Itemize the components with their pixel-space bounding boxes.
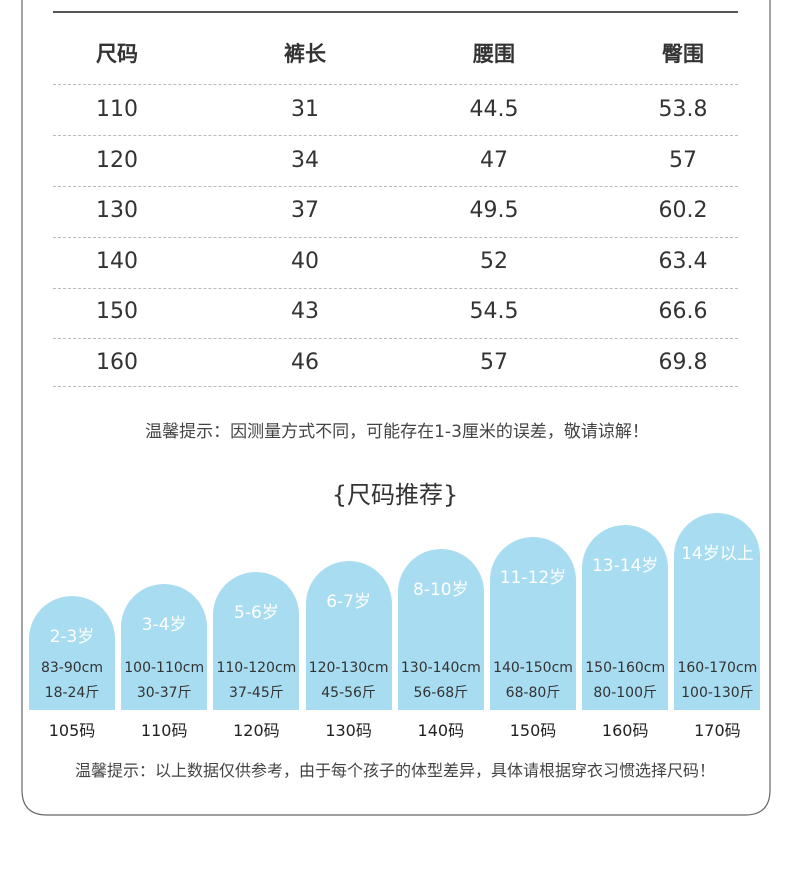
height-range: 140-150cm xyxy=(493,660,573,676)
size-label: 170码 xyxy=(694,721,741,740)
height-range: 130-140cm xyxy=(400,660,481,676)
age-label: 3-4岁 xyxy=(141,615,187,636)
table-cell: 150 xyxy=(96,299,138,324)
row-divider xyxy=(53,386,738,387)
size-card xyxy=(29,596,115,710)
table-cell: 110 xyxy=(96,97,138,122)
table-cell: 57 xyxy=(480,349,508,375)
footer-note: 温馨提示：以上数据仅供参考，由于每个孩子的体型差异，具体请根据穿衣习惯选择尺码！ xyxy=(74,761,716,780)
table-cell: 52 xyxy=(480,248,508,274)
size-card xyxy=(674,513,761,710)
table-cell: 57 xyxy=(669,147,697,173)
height-range: 120-130cm xyxy=(308,660,389,676)
height-range: 160-170cm xyxy=(677,660,758,676)
table-cell: 140 xyxy=(96,248,138,274)
table-cell: 37 xyxy=(291,198,319,223)
weight-range: 100-130斤 xyxy=(681,685,754,701)
row-divider xyxy=(53,186,738,187)
table-cell: 53.8 xyxy=(658,97,708,122)
table-cell: 40 xyxy=(291,248,319,274)
weight-range: 37-45斤 xyxy=(229,685,284,701)
size-label: 160码 xyxy=(601,721,649,740)
table-cell: 120 xyxy=(96,147,138,173)
table-cell: 49.5 xyxy=(469,198,519,223)
size-label: 110码 xyxy=(140,721,188,740)
table-cell: 160 xyxy=(96,349,138,375)
row-divider xyxy=(53,237,738,238)
age-label: 11-12岁 xyxy=(499,568,567,588)
table-header: 尺码 xyxy=(96,42,138,66)
age-label: 8-10岁 xyxy=(413,579,469,600)
table-cell: 54.5 xyxy=(469,299,519,324)
age-label: 2-3岁 xyxy=(49,627,95,647)
table-cell: 130 xyxy=(96,198,138,223)
table-cell: 46 xyxy=(291,349,319,375)
height-range: 100-110cm xyxy=(124,660,205,676)
table-header: 腰围 xyxy=(473,42,515,66)
table-cell: 44.5 xyxy=(469,97,519,122)
size-label: 105码 xyxy=(48,721,96,740)
age-label: 14岁以上 xyxy=(681,544,754,565)
row-divider xyxy=(53,338,738,339)
size-card xyxy=(397,548,484,710)
row-divider xyxy=(53,84,738,85)
table-cell: 69.8 xyxy=(658,349,708,375)
size-card xyxy=(213,572,300,710)
note: 温馨提示：因测量方式不同，可能存在1-3厘米的误差，敬请谅解！ xyxy=(145,422,649,442)
table-cell: 60.2 xyxy=(658,198,708,223)
weight-range: 80-100斤 xyxy=(593,685,657,701)
table-cell: 66.6 xyxy=(658,299,708,324)
height-range: 150-160cm xyxy=(585,660,666,676)
weight-range: 45-56斤 xyxy=(321,685,376,701)
size-label: 150码 xyxy=(509,721,557,740)
size-label: 140码 xyxy=(417,721,465,740)
table-cell: 34 xyxy=(291,147,319,173)
size-card xyxy=(305,560,392,710)
age-label: 6-7岁 xyxy=(326,591,371,612)
age-label: 5-6岁 xyxy=(234,603,279,624)
table-header: 裤长 xyxy=(284,42,326,66)
table-cell: 47 xyxy=(480,147,508,173)
row-divider xyxy=(53,135,738,136)
size-card xyxy=(121,584,208,710)
weight-range: 30-37斤 xyxy=(136,685,192,701)
weight-range: 68-80斤 xyxy=(505,685,561,701)
weight-range: 56-68斤 xyxy=(413,685,469,701)
table-cell: 63.4 xyxy=(658,248,708,274)
size-card xyxy=(490,537,576,710)
age-label: 13-14岁 xyxy=(591,556,659,577)
size-label: 130码 xyxy=(325,721,372,740)
row-divider xyxy=(53,288,738,289)
table-header: 臀围 xyxy=(662,42,704,66)
size-card xyxy=(582,525,669,710)
size-label: 120码 xyxy=(233,721,280,740)
table-cell: 43 xyxy=(291,299,319,324)
height-range: 110-120cm xyxy=(216,660,297,676)
height-range: 83-90cm xyxy=(40,660,104,676)
table-cell: 31 xyxy=(291,97,319,122)
weight-range: 18-24斤 xyxy=(44,685,100,701)
section-title: {尺码推荐} xyxy=(331,481,459,509)
